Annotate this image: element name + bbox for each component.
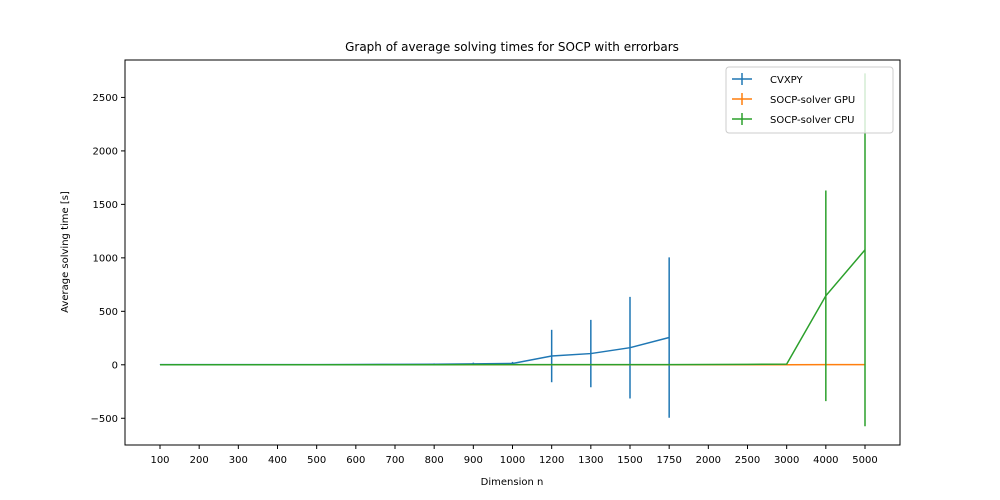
- y-tick-label: 500: [99, 307, 118, 318]
- legend-label-socp-solver-gpu: SOCP-solver GPU: [770, 95, 855, 106]
- y-tick-label: −500: [91, 414, 118, 425]
- x-tick-label: 1300: [578, 455, 603, 466]
- legend-label-cvxpy: CVXPY: [770, 75, 803, 86]
- x-tick-label: 500: [307, 455, 326, 466]
- y-tick-label: 1000: [93, 253, 118, 264]
- x-tick-label: 1000: [500, 455, 525, 466]
- x-tick-label: 800: [425, 455, 444, 466]
- legend-box: [725, 66, 894, 134]
- y-tick-label: 1500: [93, 200, 118, 211]
- x-tick-label: 2500: [735, 455, 760, 466]
- x-tick-label: 5000: [852, 455, 877, 466]
- y-tick-label: 2500: [93, 93, 118, 104]
- x-axis-label: Dimension n: [481, 477, 544, 488]
- y-axis: −500 0 500 1000 1500 2000 2500: [91, 93, 125, 425]
- legend: CVXPY SOCP-solver GPU SOCP-solver CPU: [725, 66, 894, 134]
- cvxpy-line: [160, 336, 670, 366]
- x-tick-label: 100: [150, 455, 169, 466]
- y-tick-label: 2000: [93, 146, 118, 157]
- x-tick-label: 200: [190, 455, 209, 466]
- y-axis-label: Average solving time [s]: [60, 191, 71, 313]
- x-tick-label: 1200: [539, 455, 564, 466]
- x-tick-label: 3000: [774, 455, 799, 466]
- x-tick-label: 900: [464, 455, 483, 466]
- plot-area: [159, 73, 866, 427]
- socp-solver-cpu-line: [160, 249, 866, 366]
- x-tick-label: 1500: [617, 455, 642, 466]
- y-tick-label: 0: [112, 360, 118, 371]
- x-tick-label: 600: [346, 455, 365, 466]
- chart-title: Graph of average solving times for SOCP …: [345, 40, 679, 54]
- x-tick-label: 400: [268, 455, 287, 466]
- x-axis: 100 200 300 400 500 600 700 800 900 1000 1200 1300 1…: [150, 445, 878, 466]
- x-tick-label: 700: [385, 455, 404, 466]
- x-tick-label: 2000: [696, 455, 721, 466]
- legend-label-socp-solver-cpu: SOCP-solver CPU: [770, 115, 854, 126]
- x-tick-label: 1750: [656, 455, 681, 466]
- x-tick-label: 300: [229, 455, 248, 466]
- x-tick-label: 4000: [813, 455, 838, 466]
